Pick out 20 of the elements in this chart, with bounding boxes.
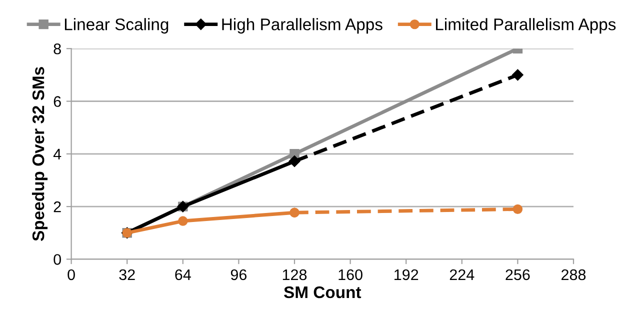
- x-axis-title: SM Count: [284, 286, 362, 298]
- x-tick-label: 64: [175, 269, 191, 280]
- y-tick-label: 2: [54, 201, 61, 212]
- y-tick-label: 4: [53, 148, 62, 160]
- x-tick-label: 288: [562, 269, 586, 280]
- legend-label: High Parallelism Apps: [222, 18, 382, 34]
- legend-label: Linear Scaling: [64, 18, 168, 34]
- y-tick-label: 0: [54, 254, 61, 265]
- x-tick-label: 128: [282, 269, 307, 280]
- x-tick-label: 192: [394, 269, 418, 280]
- y-tick-label: 8: [54, 43, 61, 54]
- y-axis-title: Speedup Over 32 SMs: [32, 67, 48, 241]
- x-tick-label: 256: [506, 269, 530, 280]
- x-tick-label: 224: [450, 269, 474, 280]
- x-tick-label: 0: [68, 269, 75, 280]
- legend-label: Limited Parallelism Apps: [436, 18, 616, 34]
- x-tick-label: 96: [230, 269, 247, 280]
- y-tick-label: 6: [54, 96, 61, 107]
- x-tick-label: 160: [338, 269, 362, 280]
- x-tick-label: 32: [119, 269, 135, 280]
